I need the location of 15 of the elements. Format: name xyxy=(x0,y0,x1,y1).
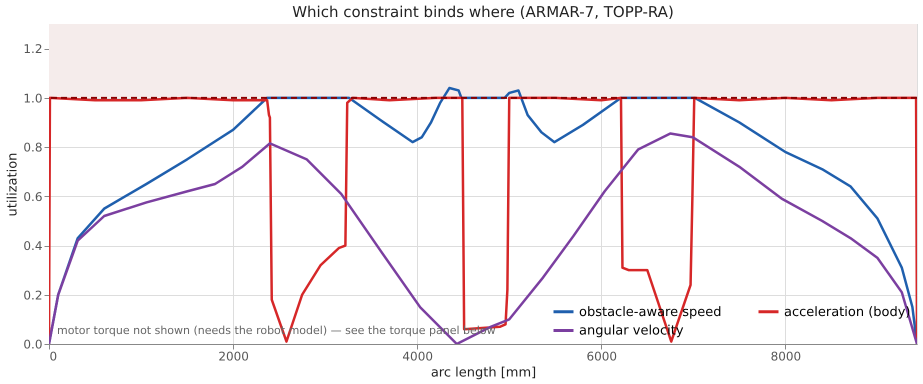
y-tick-label: 0.0 xyxy=(23,338,42,352)
y-axis-title: utilization xyxy=(5,152,20,216)
y-tick-label: 0.2 xyxy=(23,288,42,302)
x-tick-label: 4000 xyxy=(402,350,433,364)
chart-title: Which constraint binds where (ARMAR-7, TOPP-RA) xyxy=(292,3,674,21)
y-tick-label: 1.0 xyxy=(23,91,42,106)
x-tick-label: 6000 xyxy=(586,350,618,364)
x-axis-title: arc length [mm] xyxy=(430,366,536,380)
y-tick-label: 1.2 xyxy=(23,42,42,56)
y-tick-label: 0.8 xyxy=(23,140,42,155)
x-tick-label: 0 xyxy=(50,350,58,364)
x-tick-label: 2000 xyxy=(218,350,249,364)
y-tick-label: 0.4 xyxy=(23,239,42,254)
y-tick-label: 0.6 xyxy=(23,190,42,204)
x-tick-label: 8000 xyxy=(770,350,802,364)
